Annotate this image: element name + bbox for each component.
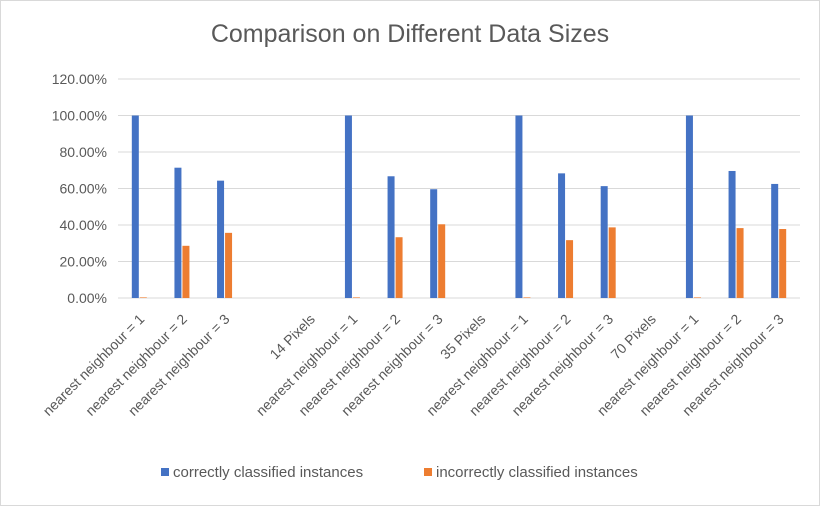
- y-tick-label: 0.00%: [67, 290, 107, 306]
- bar-incorrect: [566, 240, 574, 298]
- bar-incorrect: [438, 224, 446, 298]
- bar-correct: [558, 173, 566, 298]
- y-tick-label: 60.00%: [60, 181, 107, 197]
- bar-correct: [217, 180, 225, 298]
- bar-incorrect: [182, 245, 190, 298]
- y-tick-label: 100.00%: [52, 108, 107, 124]
- y-tick-label: 20.00%: [60, 254, 107, 270]
- bar-correct: [174, 167, 182, 298]
- legend-swatch: [161, 468, 169, 476]
- legend-label: incorrectly classified instances: [436, 464, 638, 481]
- bar-correct: [387, 176, 395, 298]
- legend-swatch: [424, 468, 432, 476]
- legend-label: correctly classified instances: [173, 464, 363, 481]
- bar-correct: [771, 183, 779, 298]
- y-tick-label: 40.00%: [60, 217, 107, 233]
- bar-incorrect: [693, 297, 701, 298]
- bar-correct: [344, 115, 352, 298]
- bar-incorrect: [139, 297, 147, 298]
- bar-correct: [728, 170, 736, 298]
- bar-correct: [685, 115, 693, 298]
- bar-incorrect: [779, 229, 787, 298]
- y-tick-label: 80.00%: [60, 144, 107, 160]
- bar-incorrect: [225, 232, 233, 298]
- bar-correct: [515, 115, 523, 298]
- bar-incorrect: [608, 227, 616, 298]
- bar-incorrect: [395, 237, 403, 298]
- bar-correct: [600, 186, 608, 298]
- y-tick-label: 120.00%: [52, 71, 107, 87]
- bar-incorrect: [352, 297, 360, 298]
- bar-correct: [430, 189, 438, 298]
- bar-incorrect: [523, 297, 531, 298]
- bar-incorrect: [736, 228, 744, 298]
- bar-correct: [131, 115, 139, 298]
- chart-title: Comparison on Different Data Sizes: [210, 20, 610, 48]
